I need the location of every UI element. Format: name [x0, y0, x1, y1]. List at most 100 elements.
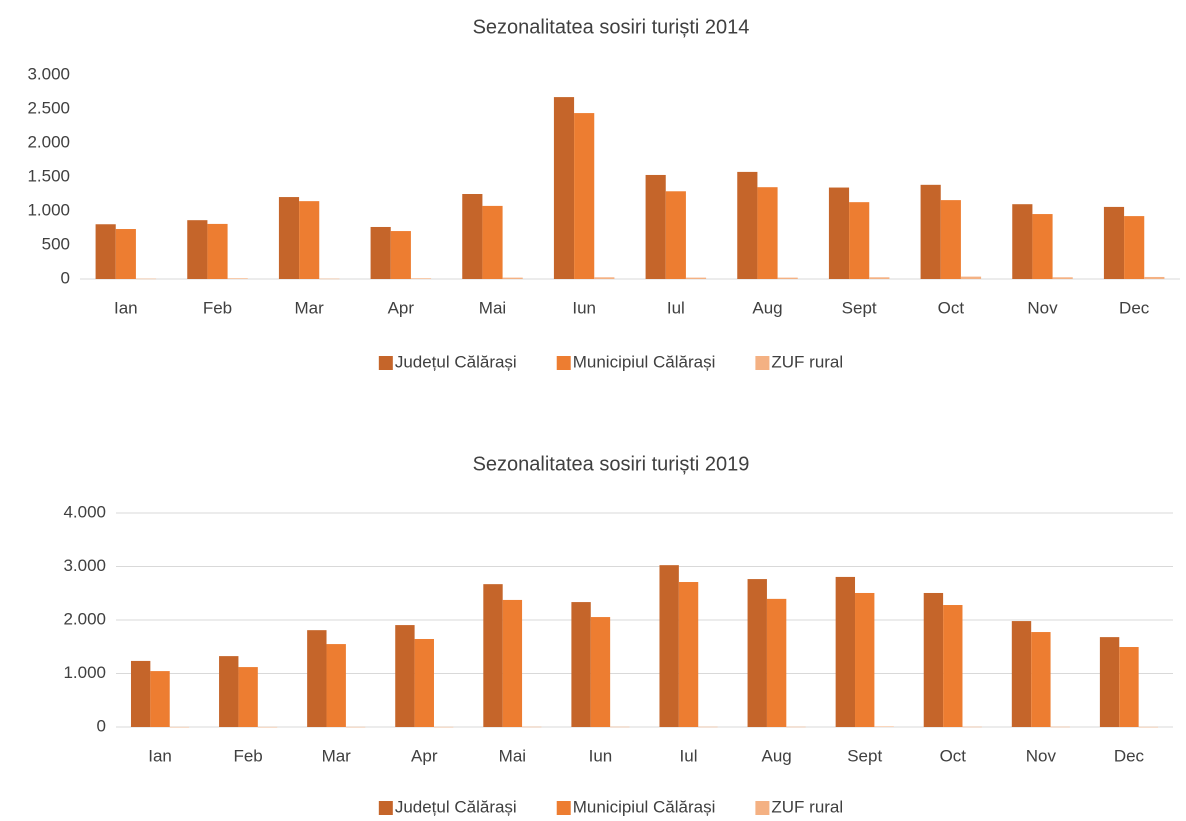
legend-label: Județul Călărași [395, 797, 517, 816]
bar [943, 605, 963, 727]
bar [370, 226, 391, 279]
y-tick-label: 1.000 [27, 200, 70, 219]
bar [187, 220, 208, 279]
bar [278, 197, 300, 279]
legend-label: ZUF rural [771, 352, 843, 371]
x-tick-label: Aug [762, 746, 792, 765]
bar [678, 582, 699, 727]
bar [150, 671, 170, 727]
bar [659, 565, 679, 727]
y-tick-label: 2.000 [27, 132, 70, 151]
bar [414, 638, 434, 727]
y-tick-label: 500 [42, 234, 70, 253]
bar [219, 656, 239, 727]
bar [345, 726, 366, 728]
bar [482, 205, 503, 279]
bar [1050, 726, 1070, 728]
bar [665, 191, 686, 279]
x-tick-label: Nov [1026, 746, 1057, 765]
bar [960, 276, 982, 279]
bar [115, 229, 136, 279]
bar [1032, 214, 1053, 279]
y-tick-label: 0 [61, 268, 70, 287]
y-tick-label: 0 [97, 716, 106, 735]
bar [1124, 216, 1145, 279]
x-tick-label: Feb [233, 746, 262, 765]
legend-label: Municipiul Călărași [573, 797, 716, 816]
x-tick-label: Ian [148, 746, 172, 765]
x-tick-label: Dec [1119, 298, 1150, 317]
bar [319, 278, 340, 280]
legend-label: Județul Călărași [395, 352, 517, 371]
bar [1012, 204, 1033, 279]
y-tick-label: 3.000 [27, 64, 70, 83]
bar [307, 630, 327, 727]
bar [410, 278, 432, 279]
bar [590, 617, 611, 727]
bar [326, 644, 346, 727]
bar [962, 726, 982, 728]
x-tick-label: Apr [411, 746, 438, 765]
legend-swatch [378, 801, 393, 815]
bar [169, 726, 190, 728]
legend-swatch [755, 356, 770, 370]
bar [135, 278, 157, 280]
x-tick-label: Iun [589, 746, 613, 765]
legend-label: Municipiul Călărași [573, 352, 716, 371]
bar [594, 277, 615, 279]
bar [574, 113, 595, 279]
bar [940, 200, 961, 279]
bar [95, 224, 116, 279]
legend-swatch [556, 801, 571, 815]
bar [1103, 206, 1125, 279]
bar [257, 726, 278, 728]
bar [777, 277, 798, 279]
bar [130, 660, 151, 727]
legend-label: ZUF rural [771, 797, 843, 816]
legend-swatch [378, 356, 393, 370]
bar [1144, 276, 1165, 279]
bar [1138, 726, 1159, 728]
bar [920, 184, 941, 279]
bar [698, 726, 718, 728]
bar [786, 726, 806, 728]
x-tick-label: Dec [1114, 746, 1145, 765]
x-tick-label: Nov [1027, 298, 1058, 317]
bar [1099, 637, 1120, 727]
bar [1031, 632, 1051, 727]
bar [757, 187, 778, 279]
x-tick-label: Mai [479, 298, 506, 317]
bar [522, 726, 542, 728]
y-tick-label: 2.000 [63, 609, 106, 628]
bar [923, 592, 944, 727]
bar [395, 625, 415, 727]
bar [483, 584, 503, 727]
y-tick-label: 3.000 [63, 556, 106, 575]
x-tick-label: Mar [295, 298, 325, 317]
x-tick-label: Oct [940, 746, 967, 765]
bar [737, 171, 758, 279]
bar [610, 726, 630, 728]
y-tick-label: 1.000 [63, 663, 106, 682]
bar [502, 277, 523, 279]
x-tick-label: Iul [667, 298, 685, 317]
bar [571, 602, 591, 727]
legend-swatch [556, 356, 571, 370]
bar [433, 726, 454, 728]
y-tick-label: 4.000 [63, 502, 106, 521]
bar [766, 598, 787, 727]
bar [462, 194, 483, 279]
bar [849, 202, 870, 279]
chart-title: Sezonalitatea sosiri turiști 2014 [473, 16, 750, 38]
x-tick-label: Apr [388, 298, 415, 317]
bar [828, 187, 850, 279]
x-tick-label: Sept [847, 746, 882, 765]
bar [835, 576, 856, 727]
bar [874, 726, 894, 727]
bar [299, 201, 320, 279]
bar [238, 667, 258, 727]
bar [747, 579, 767, 727]
bar [869, 277, 890, 279]
bar [502, 599, 523, 727]
